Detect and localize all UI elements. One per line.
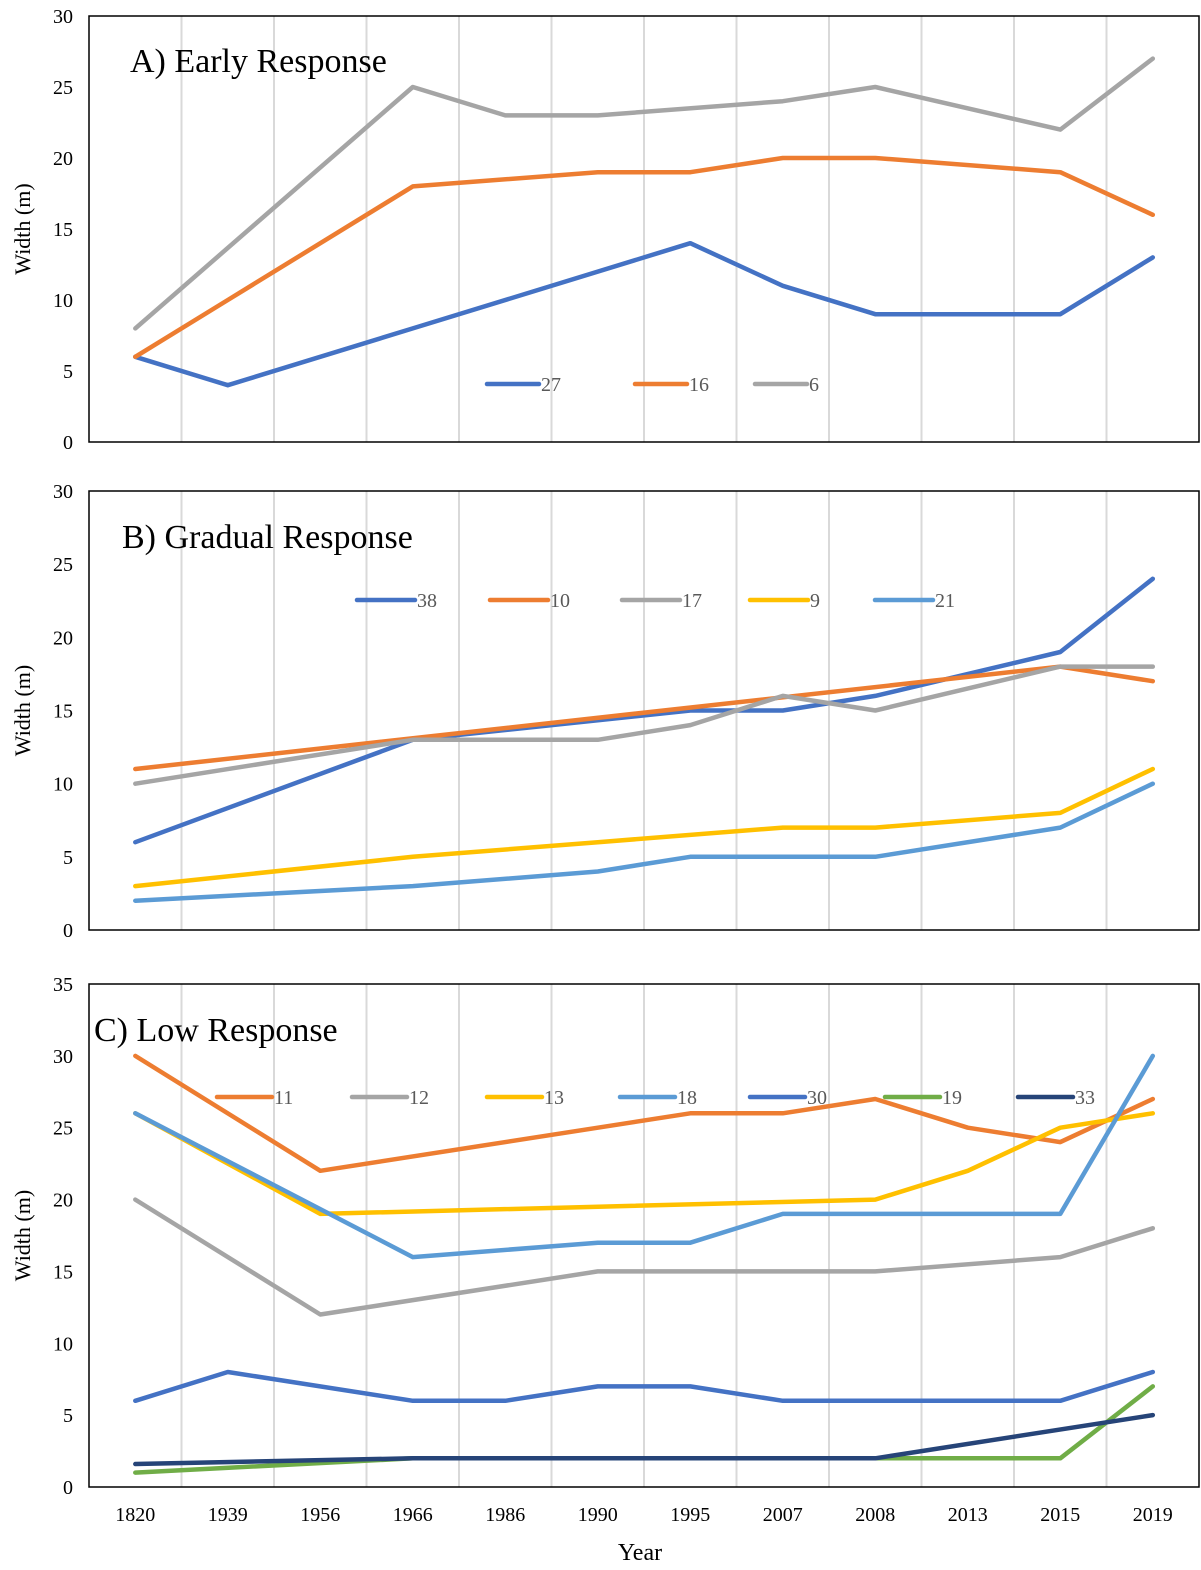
x-tick-label: 1820 bbox=[115, 1504, 155, 1526]
y-tick-label: 25 bbox=[53, 1118, 73, 1140]
series-line-17 bbox=[133, 664, 1156, 786]
legend: 38 10 17 9 21 bbox=[354, 590, 955, 612]
y-tick-label: 10 bbox=[53, 774, 73, 796]
plot-area-frame bbox=[88, 490, 1200, 931]
legend-label-16: 16 bbox=[689, 374, 709, 396]
x-tick-label: 2015 bbox=[1040, 1504, 1080, 1526]
y-tick-label: 25 bbox=[53, 77, 73, 99]
series-line-30 bbox=[133, 1369, 1156, 1404]
y-tick-label: 0 bbox=[63, 1477, 73, 1499]
series-line-21 bbox=[133, 781, 1156, 903]
panel-gradual-response: 0 5 10 15 20 25 30 Width (m) B) Gradual Response… bbox=[10, 481, 1200, 942]
x-tick-label: 2008 bbox=[855, 1504, 895, 1526]
panel-title: C) Low Response bbox=[94, 1012, 338, 1049]
legend-label-18: 18 bbox=[677, 1087, 697, 1109]
series-line-11 bbox=[133, 1053, 1156, 1174]
legend-label-10: 10 bbox=[550, 590, 570, 612]
panel-title: B) Gradual Response bbox=[122, 519, 413, 556]
y-tick-label: 30 bbox=[53, 6, 73, 28]
legend-label-33: 33 bbox=[1075, 1087, 1095, 1109]
x-tick-label: 1990 bbox=[578, 1504, 618, 1526]
legend-label-11: 11 bbox=[274, 1087, 293, 1109]
legend-label-17: 17 bbox=[682, 590, 702, 612]
legend-label-6: 6 bbox=[809, 374, 819, 396]
legend-label-13: 13 bbox=[544, 1087, 564, 1109]
x-tick-label: 2013 bbox=[948, 1504, 988, 1526]
x-axis-title: Year bbox=[618, 1540, 662, 1566]
series-line-13 bbox=[133, 1111, 1156, 1217]
x-tick-label: 1956 bbox=[300, 1504, 340, 1526]
series-line-33 bbox=[133, 1412, 1156, 1467]
x-tick-label: 1995 bbox=[670, 1504, 710, 1526]
series-line-18 bbox=[133, 1053, 1156, 1260]
y-tick-label: 0 bbox=[63, 432, 73, 454]
plot-area-frame bbox=[88, 983, 1200, 1488]
x-tick-label: 2019 bbox=[1133, 1504, 1173, 1526]
series-line-27 bbox=[133, 240, 1156, 388]
y-tick-label: 20 bbox=[53, 627, 73, 649]
y-tick-label: 5 bbox=[63, 1405, 73, 1427]
y-tick-label: 35 bbox=[53, 974, 73, 996]
gridlines bbox=[180, 984, 1108, 1487]
y-tick-label: 15 bbox=[53, 1261, 73, 1283]
y-axis-title: Width (m) bbox=[10, 183, 35, 274]
series-line-16 bbox=[133, 155, 1156, 360]
x-tick-label: 1939 bbox=[208, 1504, 248, 1526]
y-tick-label: 15 bbox=[53, 219, 73, 241]
y-tick-label: 10 bbox=[53, 1333, 73, 1355]
y-tick-label: 25 bbox=[53, 554, 73, 576]
legend-label-21: 21 bbox=[935, 590, 955, 612]
legend-label-12: 12 bbox=[409, 1087, 429, 1109]
y-tick-label: 20 bbox=[53, 1190, 73, 1212]
series-line-6 bbox=[133, 56, 1156, 331]
panel-early-response: 0 5 10 15 20 25 30 Width (m) A) Early Response 27… bbox=[10, 6, 1200, 454]
y-axis-title: Width (m) bbox=[10, 665, 35, 756]
x-tick-label: 1986 bbox=[485, 1504, 525, 1526]
legend-label-30: 30 bbox=[807, 1087, 827, 1109]
legend-label-38: 38 bbox=[417, 590, 437, 612]
y-tick-label: 0 bbox=[63, 920, 73, 942]
y-tick-label: 30 bbox=[53, 1046, 73, 1068]
series-line-9 bbox=[133, 766, 1156, 889]
y-tick-label: 30 bbox=[53, 481, 73, 503]
y-tick-label: 15 bbox=[53, 701, 73, 723]
x-tick-label: 2007 bbox=[763, 1504, 803, 1526]
gridlines bbox=[180, 16, 1108, 442]
panel-title: A) Early Response bbox=[130, 43, 387, 80]
plot-area-frame bbox=[88, 15, 1200, 443]
legend-label-9: 9 bbox=[810, 590, 820, 612]
series-line-12 bbox=[133, 1197, 1156, 1317]
y-axis-title: Width (m) bbox=[10, 1190, 35, 1281]
y-tick-label: 10 bbox=[53, 290, 73, 312]
legend-label-27: 27 bbox=[541, 374, 561, 396]
y-tick-label: 5 bbox=[63, 361, 73, 383]
legend: 11 12 13 18 30 19 33 bbox=[214, 1087, 1095, 1109]
legend-label-19: 19 bbox=[942, 1087, 962, 1109]
y-tick-label: 20 bbox=[53, 148, 73, 170]
panel-low-response: 0 5 10 15 20 25 30 35 Width (m) C) Low Response 11… bbox=[10, 974, 1200, 1526]
y-tick-label: 5 bbox=[63, 847, 73, 869]
x-tick-label: 1966 bbox=[393, 1504, 433, 1526]
legend: 27 16 6 bbox=[484, 374, 819, 396]
